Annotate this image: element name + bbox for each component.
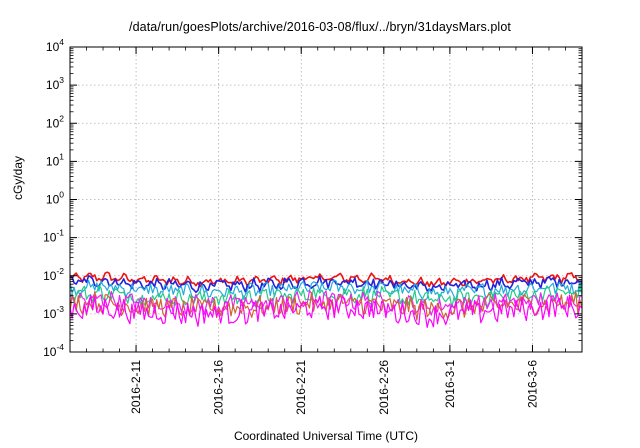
- series-line: [69, 274, 583, 294]
- tick-marks: [69, 46, 583, 353]
- x-tick-label: 2016-3-6: [525, 360, 539, 408]
- grid: [70, 47, 582, 352]
- x-tick-labels: 2016-2-11 2016-2-16 2016-2-21 2016-2-26 2016…: [129, 360, 539, 415]
- y-tick-base: 10: [46, 40, 60, 54]
- y-tick-label: 104: [46, 37, 64, 54]
- series-line: [69, 290, 583, 316]
- series-line: [69, 284, 583, 308]
- y-tick-label: 10-1: [43, 228, 64, 245]
- y-tick-exponent: -4: [56, 342, 64, 352]
- y-tick-label: 101: [46, 151, 64, 168]
- chart-title: /data/run/goesPlots/archive/2016-03-08/f…: [129, 20, 511, 34]
- y-tick-base: 10: [46, 154, 60, 168]
- y-tick-exponent: -2: [56, 266, 64, 276]
- x-tick-label: 2016-2-21: [294, 360, 308, 415]
- series-line: [69, 279, 583, 301]
- y-tick-base: 10: [43, 307, 57, 321]
- x-axis-label: Coordinated Universal Time (UTC): [233, 429, 419, 443]
- y-tick-exponent: 2: [59, 113, 64, 123]
- y-tick-base: 10: [43, 231, 57, 245]
- y-tick-label: 10-4: [43, 342, 64, 359]
- x-tick-label: 2016-2-16: [212, 360, 226, 415]
- y-tick-label: 10-3: [43, 304, 64, 321]
- y-tick-exponent: -1: [56, 228, 64, 238]
- y-tick-label: 10-2: [43, 266, 64, 283]
- y-tick-base: 10: [46, 78, 60, 92]
- y-tick-base: 10: [43, 345, 57, 359]
- series-line: [69, 294, 583, 328]
- y-tick-base: 10: [46, 193, 60, 207]
- y-tick-label: 100: [46, 190, 64, 207]
- y-tick-label: 103: [46, 75, 64, 92]
- x-tick-label: 2016-2-26: [377, 360, 391, 415]
- x-tick-label: 2016-3-1: [443, 360, 457, 408]
- y-tick-base: 10: [43, 269, 57, 283]
- y-tick-exponent: 4: [59, 37, 64, 47]
- y-tick-label: 102: [46, 113, 64, 130]
- y-tick-base: 10: [46, 116, 60, 130]
- series-group: [69, 271, 583, 328]
- y-tick-exponent: 0: [59, 190, 64, 200]
- y-tick-exponent: 1: [59, 151, 64, 161]
- y-tick-exponent: -3: [56, 304, 64, 314]
- x-tick-label: 2016-2-11: [129, 360, 143, 414]
- y-tick-exponent: 3: [59, 75, 64, 85]
